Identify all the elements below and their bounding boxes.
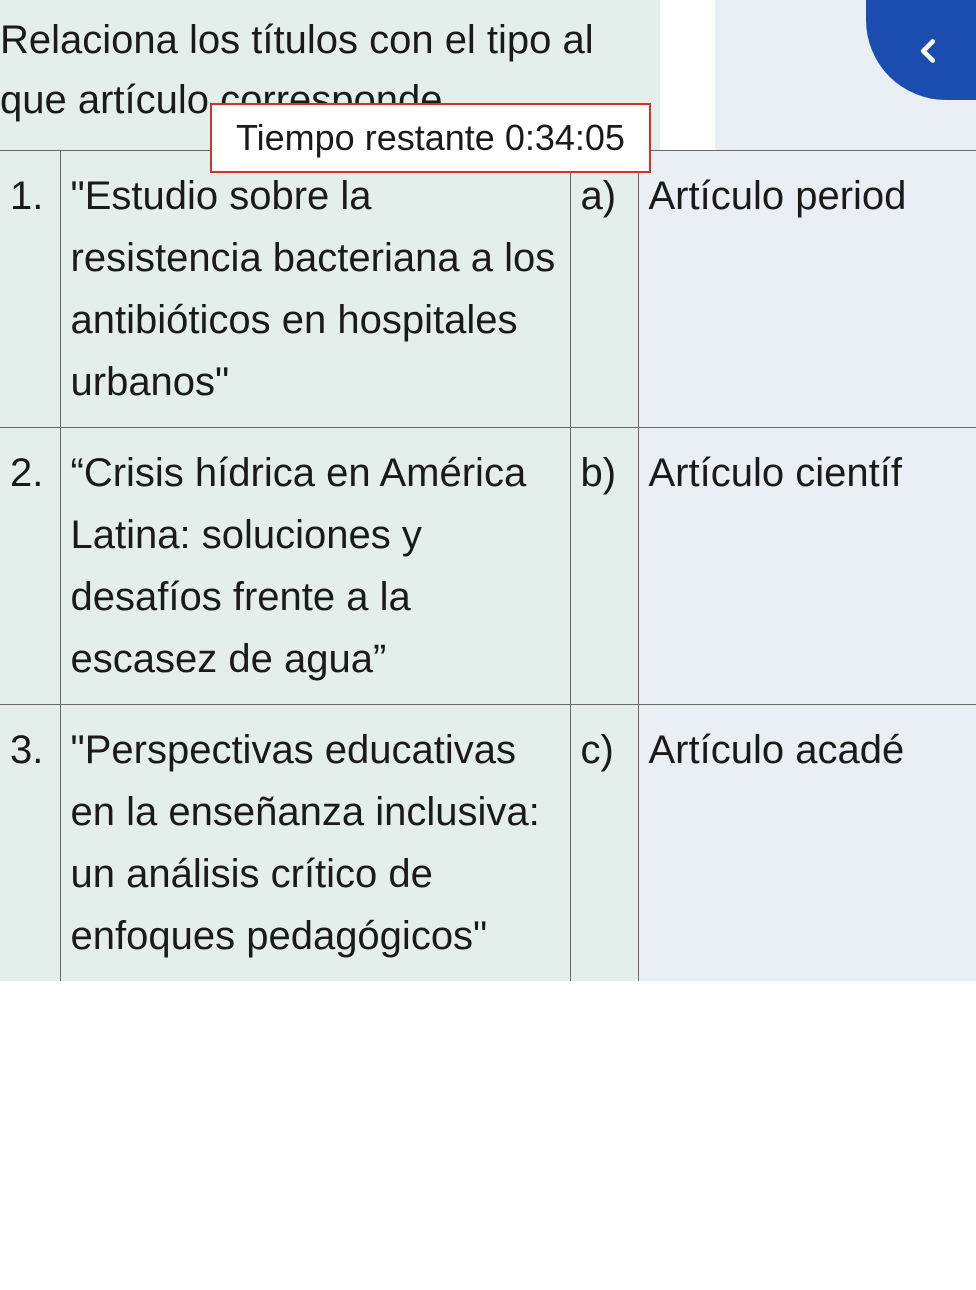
row-number: 2. [0,428,60,705]
row-letter: b) [570,428,638,705]
back-button[interactable] [866,0,976,100]
matching-table: 1. "Estudio sobre la resistencia bacteri… [0,150,976,981]
row-type: Artículo científ [638,428,976,705]
table-row[interactable]: 2. “Crisis hídrica en América Latina: so… [0,428,976,705]
row-number: 3. [0,705,60,982]
row-type: Artículo acadé [638,705,976,982]
row-type: Artículo period [638,151,976,428]
row-title: "Estudio sobre la resistencia bacteriana… [60,151,570,428]
row-title: “Crisis hídrica en América Latina: soluc… [60,428,570,705]
table-row[interactable]: 1. "Estudio sobre la resistencia bacteri… [0,151,976,428]
row-number: 1. [0,151,60,428]
timer-label: Tiempo restante [236,117,495,158]
timer-box: Tiempo restante 0:34:05 [210,103,651,173]
row-letter: a) [570,151,638,428]
row-title: "Perspectivas educativas en la enseñanza… [60,705,570,982]
table-row[interactable]: 3. "Perspectivas educativas en la enseña… [0,705,976,982]
chevron-left-icon [909,32,947,75]
timer-value: 0:34:05 [505,117,625,158]
row-letter: c) [570,705,638,982]
quiz-container: Relaciona los títulos con el tipo al que… [0,0,976,1290]
